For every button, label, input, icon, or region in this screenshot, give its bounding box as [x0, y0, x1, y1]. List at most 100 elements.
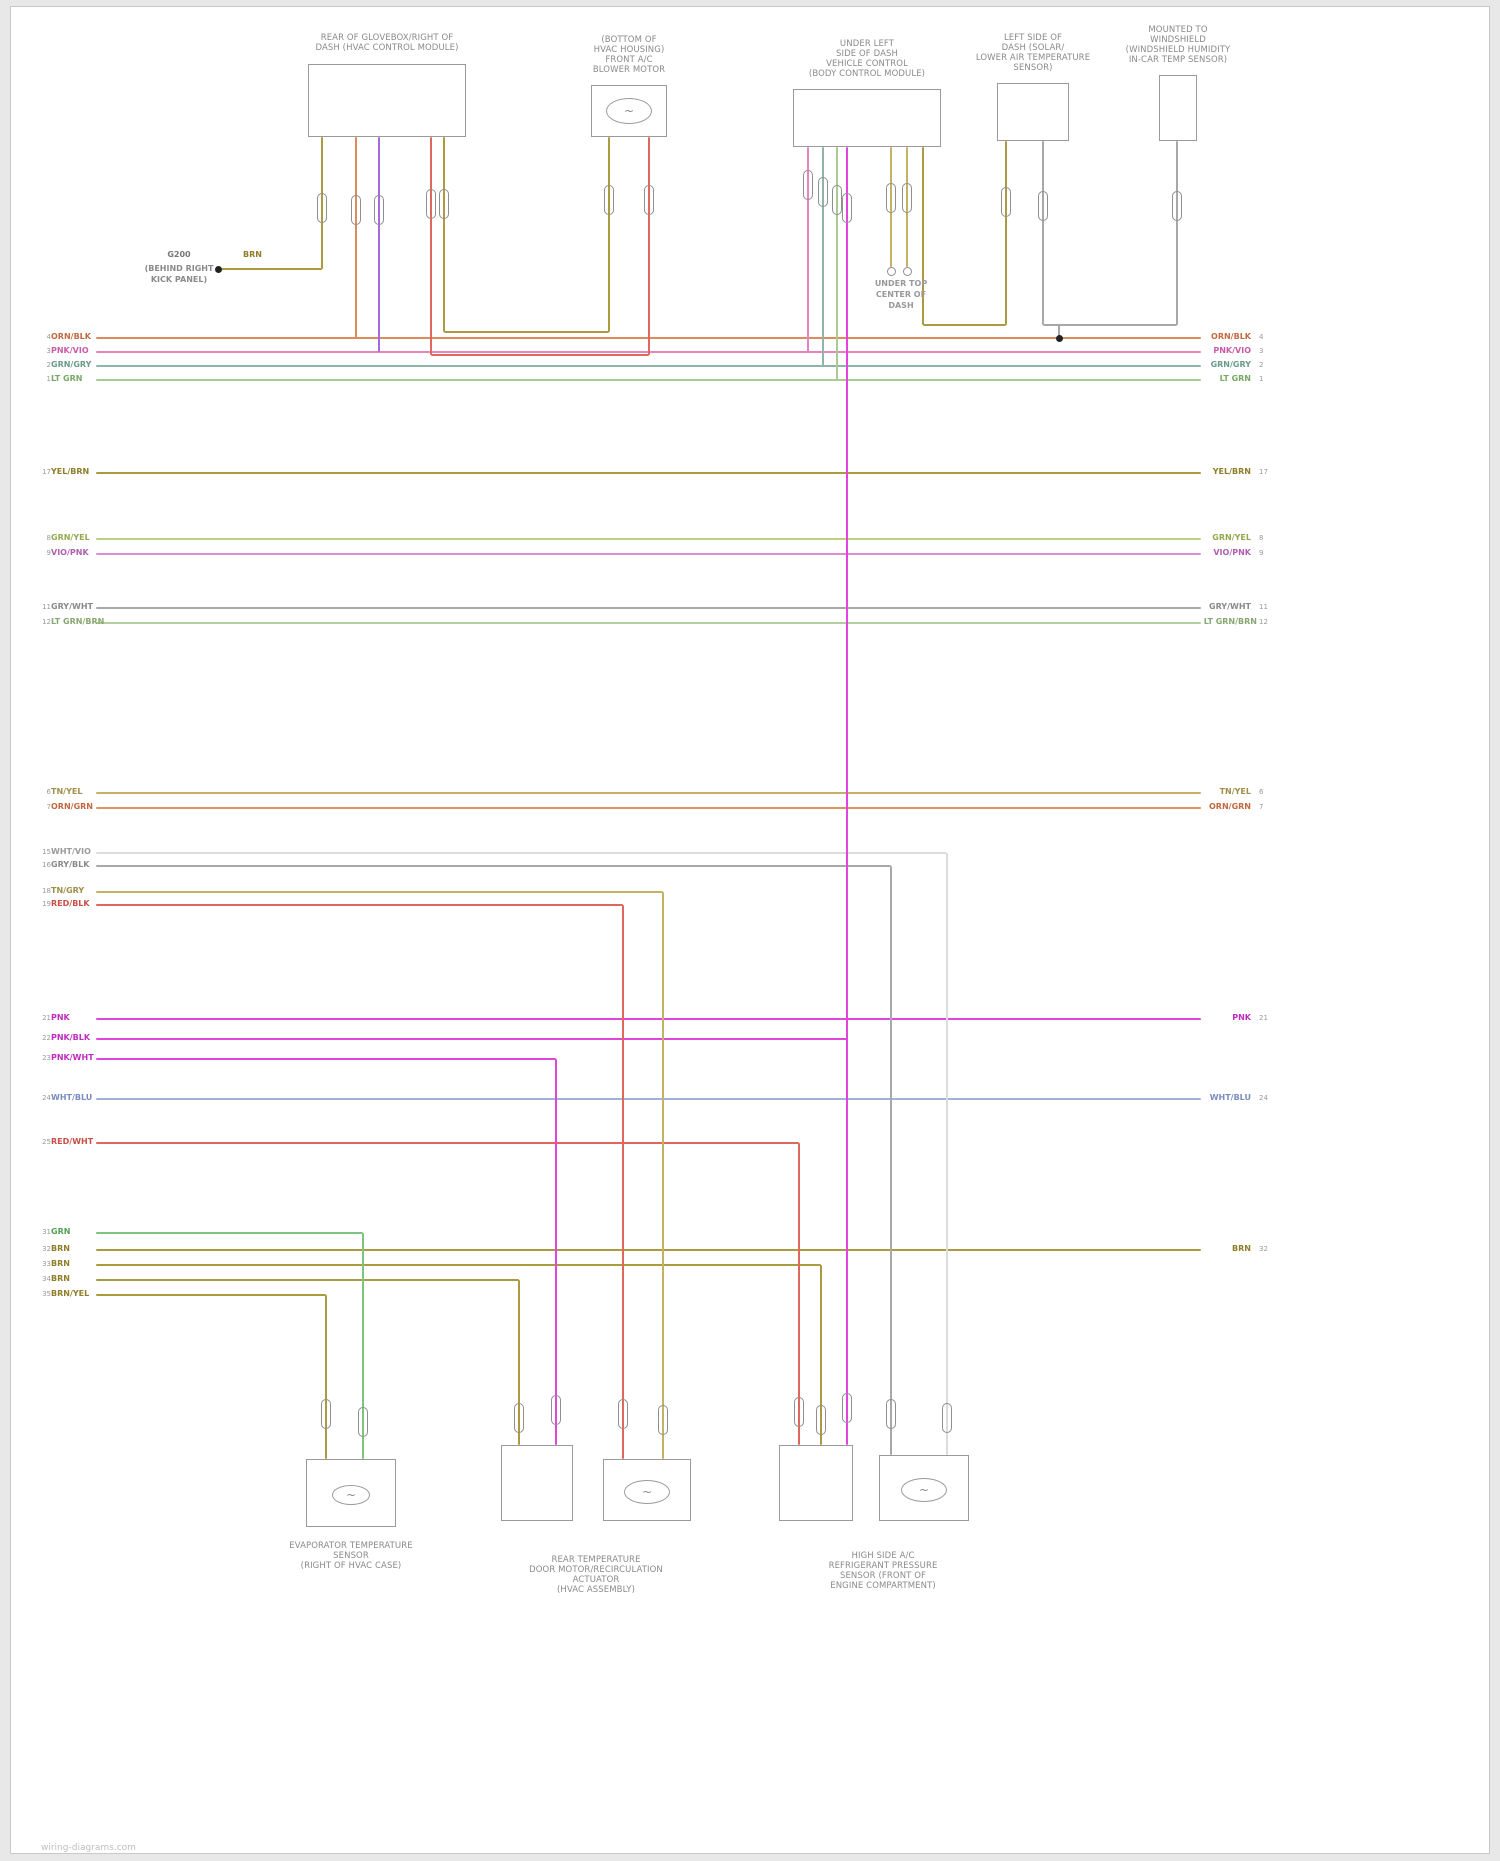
wire-segment [807, 147, 809, 352]
wire-segment [518, 1280, 520, 1445]
wire-label: WHT/BLU [51, 1093, 93, 1102]
wire-segment [96, 1142, 799, 1144]
wire-segment [218, 268, 322, 270]
component-label-line: SENSOR (FRONT OF [839, 1571, 927, 1581]
inline-connector-icon [426, 189, 436, 219]
wire-segment [96, 1018, 1201, 1020]
inline-connector-icon [794, 1397, 804, 1427]
wire-segment [96, 379, 1201, 381]
component-windshield-humidity-sensor [1159, 75, 1197, 141]
wire-label: LT GRN/BRN [51, 617, 105, 626]
splice-terminal-icon [886, 266, 896, 276]
inline-connector-icon [374, 195, 384, 225]
wire-label: WHT/BLU [1209, 1093, 1251, 1102]
wire-segment [362, 1233, 364, 1459]
wire-segment [1005, 141, 1007, 325]
inline-connector-icon [1001, 187, 1011, 217]
inline-connector-icon [514, 1403, 524, 1433]
pin-number: 11 [42, 603, 51, 611]
motor-symbol-icon: ~ [624, 1480, 670, 1504]
pin-number: 8 [46, 534, 51, 542]
wire-label: PNK/WHT [51, 1053, 94, 1062]
inline-connector-icon [604, 185, 614, 215]
inline-connector-icon [816, 1405, 826, 1435]
component-label-line: SIDE OF DASH [836, 49, 898, 59]
pin-number: 4 [1259, 333, 1264, 341]
pin-number: 32 [1259, 1245, 1268, 1253]
component-label: MOUNTED TO WINDSHIELD (WINDSHIELD HUMIDITY… [1083, 25, 1273, 65]
component-label-line: VEHICLE CONTROL [826, 59, 908, 69]
pin-number: 7 [46, 803, 51, 811]
pin-number: 24 [42, 1094, 51, 1102]
wire-label: YEL/BRN [51, 467, 90, 476]
wire-label: GRN/YEL [51, 533, 90, 542]
component-label-line: IN-CAR TEMP SENSOR) [1128, 55, 1228, 65]
wire-label: RED/WHT [51, 1137, 94, 1146]
wire-segment [1176, 141, 1178, 325]
wire-segment [443, 137, 445, 332]
component-label-line: DASH (HVAC CONTROL MODULE) [315, 43, 459, 53]
component-label: UNDER LEFT SIDE OF DASH VEHICLE CONTROL (BO… [772, 39, 962, 79]
pin-number: 23 [42, 1054, 51, 1062]
component-label: REAR TEMPERATURE DOOR MOTOR/RECIRCULATION… [501, 1555, 691, 1595]
wire-segment [820, 1265, 822, 1445]
pin-number: 1 [1259, 375, 1264, 383]
component-label: (BOTTOM OF HVAC HOUSING) FRONT A/C BLOWER M… [534, 35, 724, 75]
wire-label: KICK PANEL) [150, 275, 208, 284]
pin-number: 4 [46, 333, 51, 341]
wire-label: GRY/BLK [51, 860, 90, 869]
wire-segment [444, 331, 609, 333]
wire-segment [922, 147, 924, 325]
wire-label: VIO/PNK [1213, 548, 1251, 557]
inline-connector-icon [842, 1393, 852, 1423]
inline-connector-icon [842, 193, 852, 223]
component-label-line: HIGH SIDE A/C [851, 1551, 915, 1561]
inline-connector-icon [644, 185, 654, 215]
wire-label: ORN/BLK [1211, 332, 1251, 341]
wire-segment [923, 324, 1006, 326]
pin-number: 3 [1259, 347, 1264, 355]
pin-number: 6 [46, 788, 51, 796]
inline-connector-icon [317, 193, 327, 223]
pin-number: 1 [46, 375, 51, 383]
wire-segment [96, 1294, 326, 1296]
pin-number: 15 [42, 848, 51, 856]
component-label-line: ACTUATOR [572, 1575, 620, 1585]
motor-symbol-icon: ~ [332, 1485, 370, 1505]
pin-number: 9 [1259, 549, 1264, 557]
wire-segment [321, 137, 323, 269]
wire-segment [96, 904, 623, 906]
wire-segment [96, 1232, 363, 1234]
component-label-line: REFRIGERANT PRESSURE [828, 1561, 938, 1571]
component-label-line: HVAC HOUSING) [593, 45, 665, 55]
wire-label: TN/YEL [1219, 787, 1251, 796]
wire-label: UNDER TOP [874, 279, 928, 288]
component-label-line: DOOR MOTOR/RECIRCULATION [529, 1565, 663, 1575]
pin-number: 8 [1259, 534, 1264, 542]
component-label-line: EVAPORATOR TEMPERATURE [289, 1541, 413, 1551]
component-label: HIGH SIDE A/C REFRIGERANT PRESSURE SENSOR … [788, 1551, 978, 1591]
junction-dot [214, 265, 222, 273]
component-hvac-control-module [308, 64, 466, 137]
wire-label: G200 [167, 250, 191, 259]
pin-number: 24 [1259, 1094, 1268, 1102]
pin-number: 22 [42, 1034, 51, 1042]
component-label-line: BLOWER MOTOR [592, 65, 666, 75]
inline-connector-icon [321, 1399, 331, 1429]
wire-label: PNK/VIO [1213, 346, 1251, 355]
component-label-line: UNDER LEFT [839, 39, 895, 49]
wire-segment [836, 147, 838, 380]
inline-connector-icon [803, 170, 813, 200]
wire-segment [96, 1098, 1201, 1100]
wire-segment [431, 354, 649, 356]
wire-segment [96, 1038, 847, 1040]
wire-segment [822, 147, 824, 366]
wire-label: PNK [51, 1013, 70, 1022]
component-label-line: SENSOR) [1013, 63, 1053, 73]
wire-segment [96, 553, 1201, 555]
inline-connector-icon [658, 1405, 668, 1435]
wire-label: VIO/PNK [51, 548, 89, 557]
pin-number: 35 [42, 1290, 51, 1298]
wire-label: PNK/VIO [51, 346, 89, 355]
wire-segment [96, 1058, 556, 1060]
